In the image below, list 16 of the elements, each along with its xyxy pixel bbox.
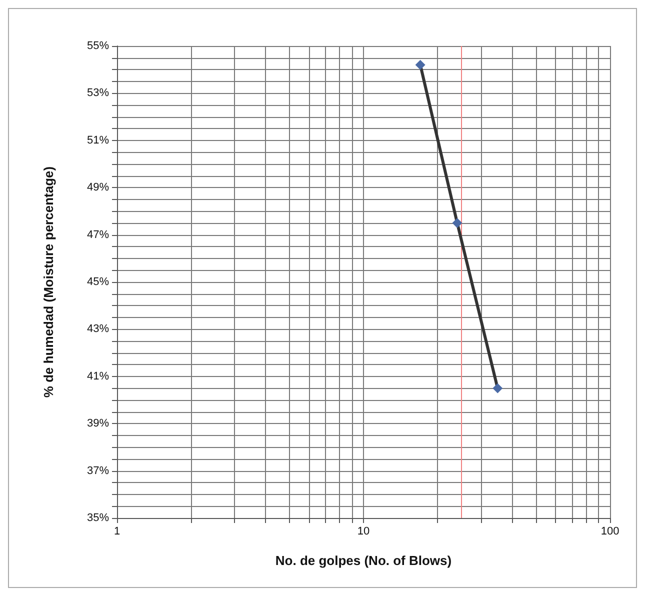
y-tick-label: 41% [86, 370, 110, 382]
y-tick-label: 55% [86, 40, 110, 52]
x-tick-label: 100 [600, 526, 620, 538]
x-tick-label: 10 [357, 526, 370, 538]
y-tick-label: 43% [86, 323, 110, 336]
y-axis-title: % de humedad (Moisture percentage) [41, 166, 56, 398]
x-tick-label: 1 [114, 526, 120, 538]
y-tick-label: 53% [86, 87, 110, 100]
y-tick-label: 47% [86, 228, 110, 241]
y-tick-label: 37% [86, 464, 110, 477]
x-axis-title: No. de golpes (No. of Blows) [275, 553, 452, 568]
y-tick-label: 49% [86, 182, 110, 194]
y-tick-label: 39% [86, 418, 110, 430]
y-tick-label: 45% [86, 276, 110, 288]
y-tick-label: 51% [86, 134, 110, 146]
y-tick-label: 35% [86, 512, 110, 524]
